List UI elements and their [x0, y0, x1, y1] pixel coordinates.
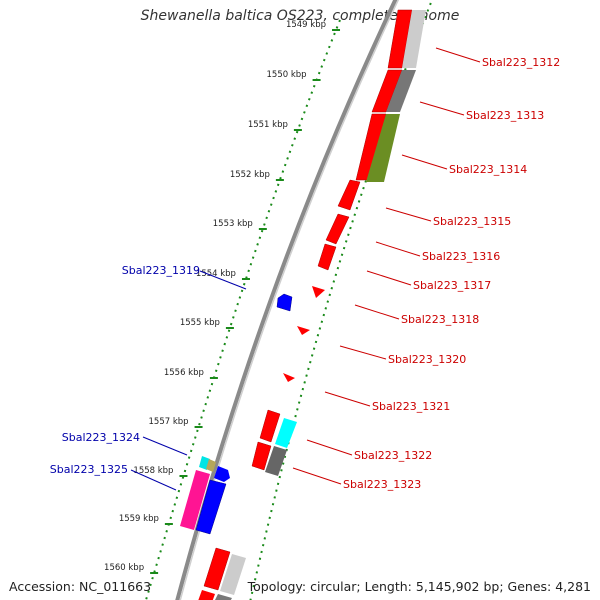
ruler-ticks: 1549 kbp 1550 kbp 1551 kbp 1552 kbp 1553 kbp… — [104, 20, 341, 574]
label-sbal223-1325[interactable]: Sbal223_1325 — [50, 463, 128, 476]
gene-sbal223-1316[interactable] — [325, 213, 350, 245]
labels-right: Sbal223_1312 Sbal223_1313 Sbal223_1314 S… — [343, 56, 560, 491]
label-sbal223-1319[interactable]: Sbal223_1319 — [122, 264, 200, 277]
gene-sbal223-1314-shade — [366, 114, 400, 182]
gene-sbal223-1319[interactable] — [276, 293, 293, 312]
gene-sbal223-1324[interactable] — [214, 466, 230, 482]
label-sbal223-1323[interactable]: Sbal223_1323 — [343, 478, 421, 491]
ruler-tick-label: 1558 kbp — [133, 466, 173, 476]
gene-sbal223-1322[interactable] — [259, 409, 281, 443]
ruler-tick-label: 1559 kbp — [119, 514, 159, 524]
ruler-tick-label: 1554 kbp — [196, 269, 236, 279]
ruler-tick-label: 1551 kbp — [248, 120, 288, 130]
label-sbal223-1314[interactable]: Sbal223_1314 — [449, 163, 527, 176]
gene-bottom-1 — [203, 547, 231, 591]
gene-sbal223-1322-shade — [275, 418, 297, 448]
ruler-tick-label: 1552 kbp — [230, 170, 270, 180]
gene-features — [180, 9, 426, 600]
gene-sbal223-1325-body — [180, 470, 210, 530]
inner-ruler — [144, 19, 341, 600]
gene-sbal223-1321[interactable] — [283, 373, 295, 382]
ruler-tick-label: 1556 kbp — [164, 368, 204, 378]
gene-sbal223-1312-shade — [402, 10, 426, 68]
gene-bottom-1-shade — [220, 554, 246, 595]
accession-text: Accession: NC_011663 — [9, 579, 152, 594]
gene-sbal223-1317[interactable] — [317, 243, 337, 271]
gene-sbal223-1313-shade — [386, 70, 416, 112]
outer-ruler — [249, 0, 434, 600]
gene-sbal223-1325-marker — [206, 459, 216, 472]
label-sbal223-1317[interactable]: Sbal223_1317 — [413, 279, 491, 292]
labels-left: Sbal223_1319 Sbal223_1324 Sbal223_1325 — [50, 264, 200, 476]
gene-sbal223-1320[interactable] — [297, 326, 310, 335]
label-sbal223-1315[interactable]: Sbal223_1315 — [433, 215, 511, 228]
gene-sbal223-1325[interactable] — [195, 479, 227, 535]
label-sbal223-1318[interactable]: Sbal223_1318 — [401, 313, 479, 326]
ruler-tick-label: 1550 kbp — [267, 70, 307, 80]
label-sbal223-1321[interactable]: Sbal223_1321 — [372, 400, 450, 413]
gene-bottom-2 — [198, 590, 215, 600]
label-sbal223-1316[interactable]: Sbal223_1316 — [422, 250, 500, 263]
ruler-tick-label: 1560 kbp — [104, 563, 144, 573]
ruler-tick-label: 1549 kbp — [286, 20, 326, 30]
label-sbal223-1313[interactable]: Sbal223_1313 — [466, 109, 544, 122]
gene-sbal223-1318[interactable] — [312, 286, 325, 298]
label-sbal223-1320[interactable]: Sbal223_1320 — [388, 353, 466, 366]
map-title: Shewanella baltica OS223, complete genom… — [140, 8, 460, 24]
topology-text: Topology: circular; Length: 5,145,902 bp… — [247, 579, 591, 594]
gene-bottom-2-shade — [215, 594, 232, 600]
label-sbal223-1322[interactable]: Sbal223_1322 — [354, 449, 432, 462]
gene-sbal223-1323-shade — [265, 446, 287, 476]
label-sbal223-1312[interactable]: Sbal223_1312 — [482, 56, 560, 69]
label-sbal223-1324[interactable]: Sbal223_1324 — [62, 431, 140, 444]
label-connectors — [130, 47, 481, 491]
gene-sbal223-1315[interactable] — [337, 179, 361, 211]
ruler-tick-label: 1553 kbp — [213, 219, 253, 229]
ruler-tick-label: 1555 kbp — [180, 318, 220, 328]
ruler-tick-label: 1557 kbp — [149, 417, 189, 427]
gene-sbal223-1323[interactable] — [251, 441, 272, 471]
